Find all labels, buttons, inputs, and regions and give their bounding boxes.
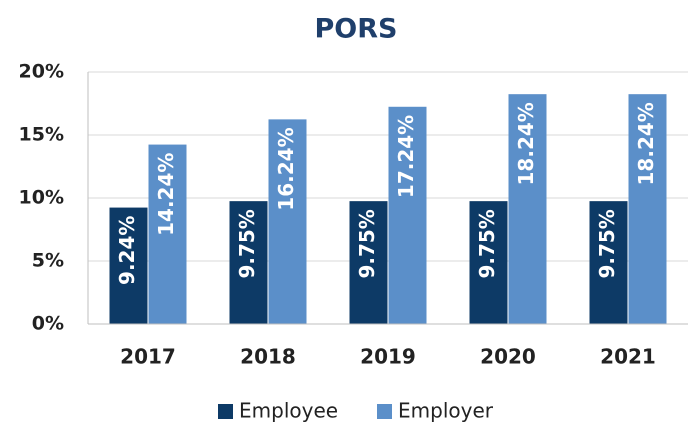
bar	[388, 106, 427, 324]
legend-label: Employer	[398, 399, 494, 423]
data-label: 17.24%	[394, 115, 418, 198]
data-label: 9.75%	[475, 209, 499, 278]
x-tick-label: 2019	[360, 345, 416, 369]
bar	[268, 119, 307, 324]
bar	[469, 201, 508, 324]
x-tick-label: 2020	[480, 345, 536, 369]
data-label: 14.24%	[154, 153, 178, 236]
data-label: 9.24%	[115, 216, 139, 285]
y-tick-label: 15%	[19, 124, 64, 146]
legend-label: Employee	[239, 399, 338, 423]
data-label: 18.24%	[634, 102, 658, 185]
bar	[148, 144, 187, 324]
bar	[589, 201, 628, 324]
y-tick-label: 5%	[32, 250, 64, 272]
data-label: 9.75%	[235, 209, 259, 278]
y-tick-label: 20%	[19, 61, 64, 83]
x-tick-label: 2018	[240, 345, 296, 369]
chart-title: PORS	[315, 14, 398, 45]
bar	[109, 207, 148, 324]
bar	[628, 94, 667, 325]
y-tick-label: 0%	[32, 313, 64, 335]
bar	[349, 201, 388, 324]
bar	[508, 94, 547, 325]
bar	[229, 201, 268, 324]
data-label: 18.24%	[514, 102, 538, 185]
data-label: 16.24%	[274, 127, 298, 210]
x-tick-label: 2017	[120, 345, 176, 369]
x-tick-label: 2021	[600, 345, 656, 369]
legend-swatch	[377, 404, 392, 419]
data-label: 9.75%	[355, 209, 379, 278]
legend-swatch	[218, 404, 233, 419]
y-tick-label: 10%	[19, 187, 64, 209]
data-label: 9.75%	[595, 209, 619, 278]
